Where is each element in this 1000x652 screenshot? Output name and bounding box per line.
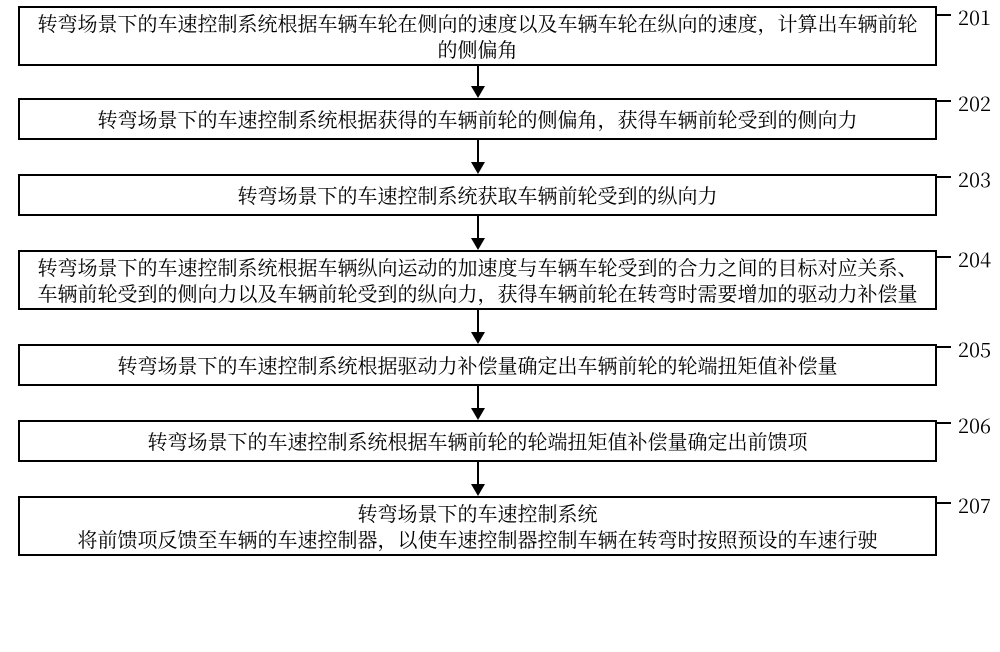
flow-step-text: 转弯场景下的车速控制系统 将前馈项反馈至车辆的车速控制器，以使车速控制器控制车辆… — [78, 500, 878, 552]
flow-arrow — [464, 310, 492, 344]
flow-step-201: 转弯场景下的车速控制系统根据车辆车轮在侧向的速度以及车辆车轮在纵向的速度，计算出… — [18, 6, 937, 66]
label-tick — [937, 14, 951, 16]
flow-step-label: 202 — [958, 88, 991, 117]
flow-step-text: 转弯场景下的车速控制系统根据驱动力补偿量确定出车辆前轮的轮端扭矩值补偿量 — [118, 352, 838, 378]
flow-arrow — [464, 386, 492, 420]
flow-step-text: 转弯场景下的车速控制系统根据获得的车辆前轮的侧偏角，获得车辆前轮受到的侧向力 — [98, 106, 858, 132]
flow-step-label: 205 — [958, 334, 991, 363]
flow-arrow — [464, 216, 492, 250]
flow-step-202: 转弯场景下的车速控制系统根据获得的车辆前轮的侧偏角，获得车辆前轮受到的侧向力 — [18, 98, 937, 140]
flow-arrow — [464, 462, 492, 496]
flow-step-207: 转弯场景下的车速控制系统 将前馈项反馈至车辆的车速控制器，以使车速控制器控制车辆… — [18, 496, 937, 556]
flow-step-label: 206 — [958, 410, 991, 439]
flow-arrow — [464, 140, 492, 174]
label-tick — [937, 422, 951, 424]
flow-step-text: 转弯场景下的车速控制系统根据车辆车轮在侧向的速度以及车辆车轮在纵向的速度，计算出… — [38, 10, 918, 62]
flow-step-label: 201 — [958, 2, 991, 31]
label-tick — [937, 100, 951, 102]
flow-arrow — [464, 66, 492, 98]
flow-step-text: 转弯场景下的车速控制系统根据车辆纵向运动的加速度与车辆车轮受到的合力之间的目标对… — [38, 254, 918, 306]
flow-step-label: 204 — [958, 244, 991, 273]
flowchart-canvas: 转弯场景下的车速控制系统根据车辆车轮在侧向的速度以及车辆车轮在纵向的速度，计算出… — [0, 0, 1000, 652]
flow-step-label: 207 — [958, 490, 991, 519]
flow-step-204: 转弯场景下的车速控制系统根据车辆纵向运动的加速度与车辆车轮受到的合力之间的目标对… — [18, 250, 937, 310]
label-tick — [937, 346, 951, 348]
flow-step-label: 203 — [958, 164, 991, 193]
label-tick — [937, 176, 951, 178]
flow-step-203: 转弯场景下的车速控制系统获取车辆前轮受到的纵向力 — [18, 174, 937, 216]
flow-step-text: 转弯场景下的车速控制系统获取车辆前轮受到的纵向力 — [238, 182, 718, 208]
flow-step-206: 转弯场景下的车速控制系统根据车辆前轮的轮端扭矩值补偿量确定出前馈项 — [18, 420, 937, 462]
label-tick — [937, 502, 951, 504]
flow-step-205: 转弯场景下的车速控制系统根据驱动力补偿量确定出车辆前轮的轮端扭矩值补偿量 — [18, 344, 937, 386]
label-tick — [937, 256, 951, 258]
flow-step-text: 转弯场景下的车速控制系统根据车辆前轮的轮端扭矩值补偿量确定出前馈项 — [148, 428, 808, 454]
